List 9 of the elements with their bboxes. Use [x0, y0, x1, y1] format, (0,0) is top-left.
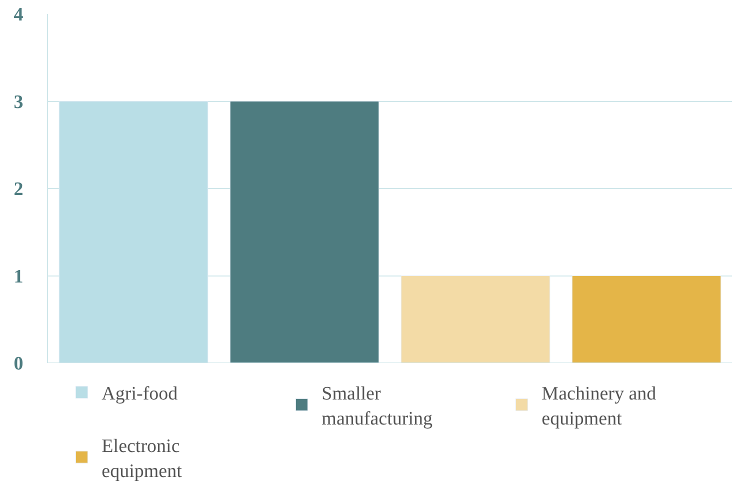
y-tick-label: 0 [14, 354, 24, 375]
y-tick-label: 3 [14, 92, 24, 113]
legend-label: Smaller manufacturing [322, 384, 433, 430]
legend-label: Agri-food [102, 384, 178, 405]
y-tick-label: 4 [14, 4, 24, 26]
y-tick-label: 2 [14, 179, 24, 200]
legend-label: Machinery and equipment [542, 384, 657, 430]
legend-label: Electronic equipment [102, 436, 183, 482]
y-tick-label: 1 [14, 266, 24, 288]
